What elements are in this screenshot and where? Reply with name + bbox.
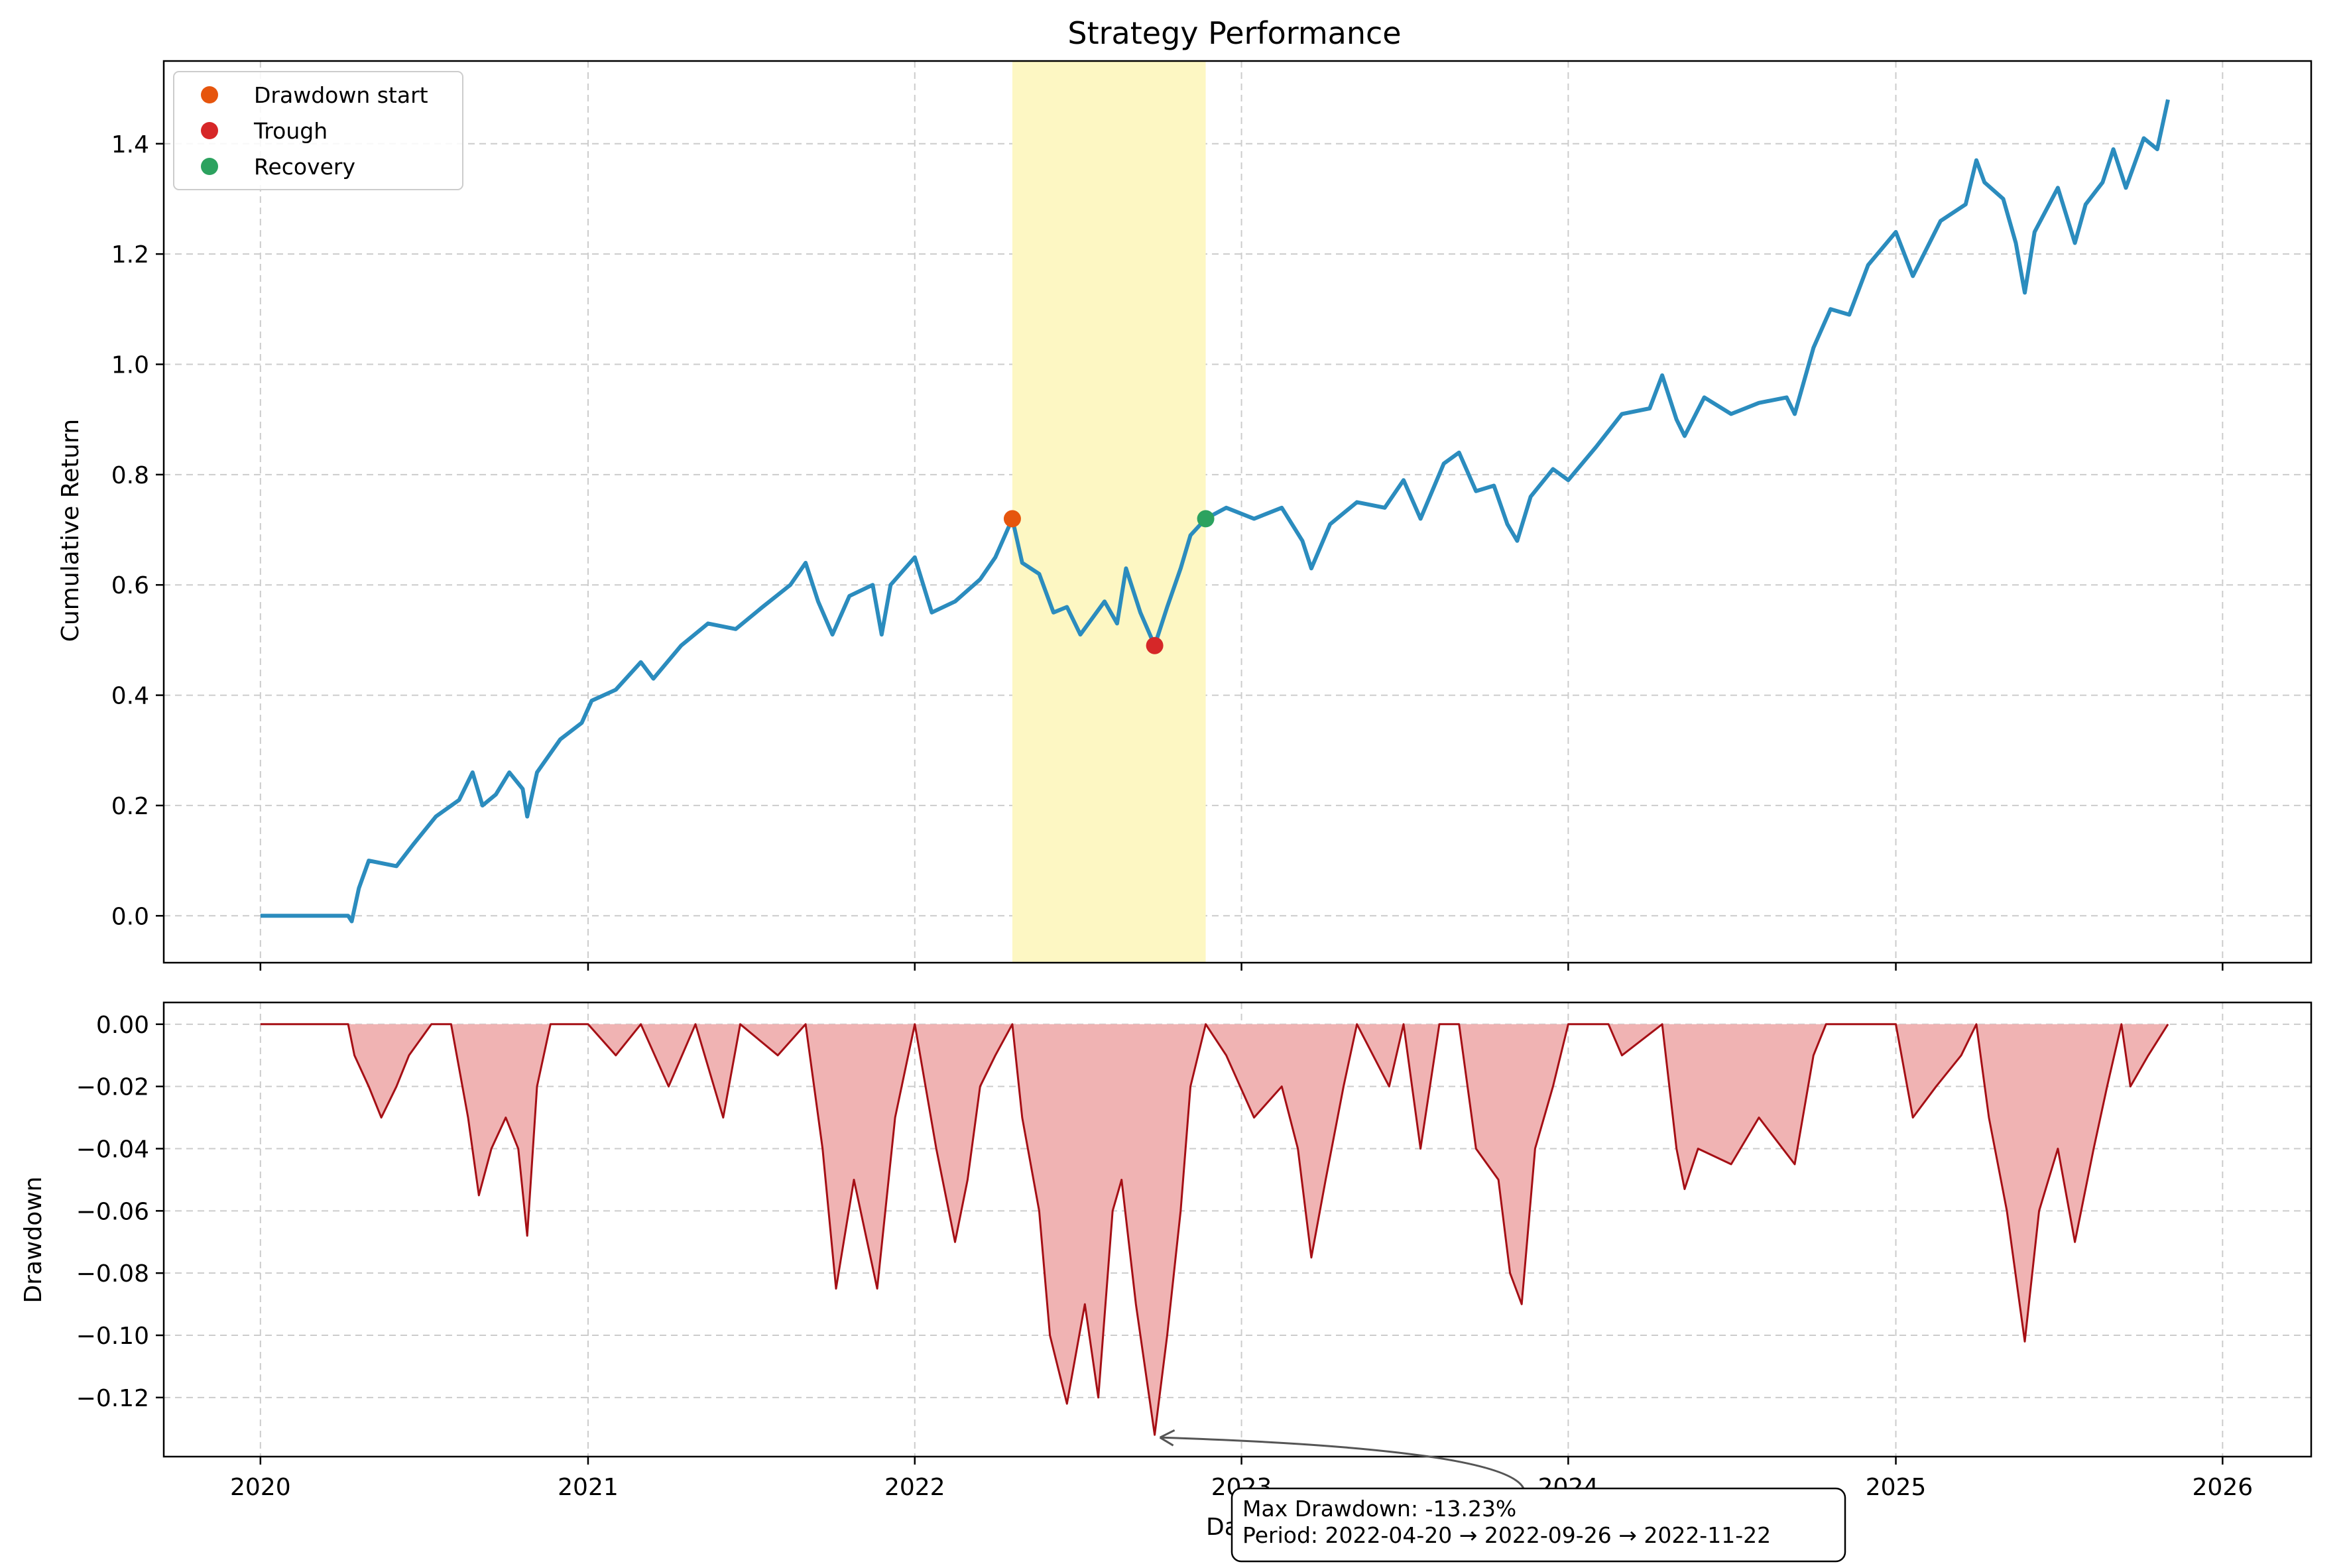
chart-title: Strategy Performance <box>1067 15 1401 51</box>
bottom-y-tick-label: −0.06 <box>76 1198 149 1225</box>
top-y-tick-label: 1.4 <box>111 131 149 158</box>
top-y-tick-label: 0.2 <box>111 793 149 820</box>
annotation-text: Max Drawdown: -13.23% <box>1242 1496 1516 1522</box>
bottom-y-tick-label: −0.02 <box>76 1074 149 1101</box>
top-grid <box>164 61 2311 963</box>
drawdown-start-marker <box>1003 510 1021 528</box>
drawdown-area <box>260 1024 2168 1435</box>
max-drawdown-annotation: Max Drawdown: -13.23%Period: 2022-04-20 … <box>1159 1429 1846 1563</box>
bottom-y-tick-label: −0.12 <box>76 1385 149 1412</box>
x-tick-label: 2022 <box>884 1474 945 1501</box>
bottom-y-tick-label: −0.08 <box>76 1260 149 1288</box>
legend-label: Recovery <box>254 154 355 180</box>
bottom-axes-frame <box>162 1001 2313 1458</box>
x-tick-label: 2021 <box>558 1474 619 1501</box>
top-y-tick-label: 1.0 <box>111 351 149 379</box>
cumulative-return-panel: 0.0 0.2 0.4 0.6 0.8 1.0 1.2 1.4 Strategy Perfor… <box>57 15 2313 971</box>
annotation-arrowhead <box>1159 1429 1175 1447</box>
drawdown-period-shading <box>1012 61 1206 963</box>
top-y-axis-label: Cumulative Return <box>57 419 84 642</box>
top-axes-frame <box>162 60 2313 964</box>
legend-swatch <box>201 86 218 103</box>
drawdown-line <box>260 1023 2169 1436</box>
top-y-tick-label: 0.8 <box>111 462 149 489</box>
bottom-y-axis-label: Drawdown <box>20 1176 47 1303</box>
annotation-text: Period: 2022-04-20 → 2022-09-26 → 2022-1… <box>1242 1522 1771 1548</box>
legend-label: Drawdown start <box>254 82 428 108</box>
drawdown-panel: 0.00 −0.02 −0.04 −0.06 −0.08 −0.10 −0.12 2020 20… <box>20 1001 2313 1563</box>
top-y-tick-label: 0.6 <box>111 572 149 599</box>
x-tick-label: 2026 <box>2193 1474 2254 1501</box>
top-axis-ticks: 0.0 0.2 0.4 0.6 0.8 1.0 1.2 1.4 <box>111 131 2224 971</box>
recovery-marker <box>1197 510 1215 528</box>
bottom-axis-ticks: 0.00 −0.02 −0.04 −0.06 −0.08 −0.10 −0.12 2020 20… <box>76 1012 2253 1501</box>
x-tick-label: 2025 <box>1866 1474 1927 1501</box>
annotation-arrow <box>1160 1436 1525 1489</box>
bottom-y-tick-label: 0.00 <box>96 1012 149 1039</box>
legend: Drawdown start Trough Recovery <box>173 71 463 190</box>
top-y-tick-label: 1.2 <box>111 241 149 269</box>
annotation-box <box>1231 1487 1846 1563</box>
legend-swatch <box>201 122 218 139</box>
bottom-y-tick-label: −0.04 <box>76 1136 149 1164</box>
legend-box <box>173 71 463 190</box>
bottom-y-tick-label: −0.10 <box>76 1323 149 1350</box>
legend-label: Trough <box>253 118 328 144</box>
legend-swatch <box>201 158 218 175</box>
drawdown-markers <box>1003 510 1215 654</box>
trough-marker <box>1146 636 1164 654</box>
top-y-tick-label: 0.4 <box>111 683 149 710</box>
top-y-tick-label: 0.0 <box>111 903 149 930</box>
x-tick-label: 2020 <box>230 1474 291 1501</box>
